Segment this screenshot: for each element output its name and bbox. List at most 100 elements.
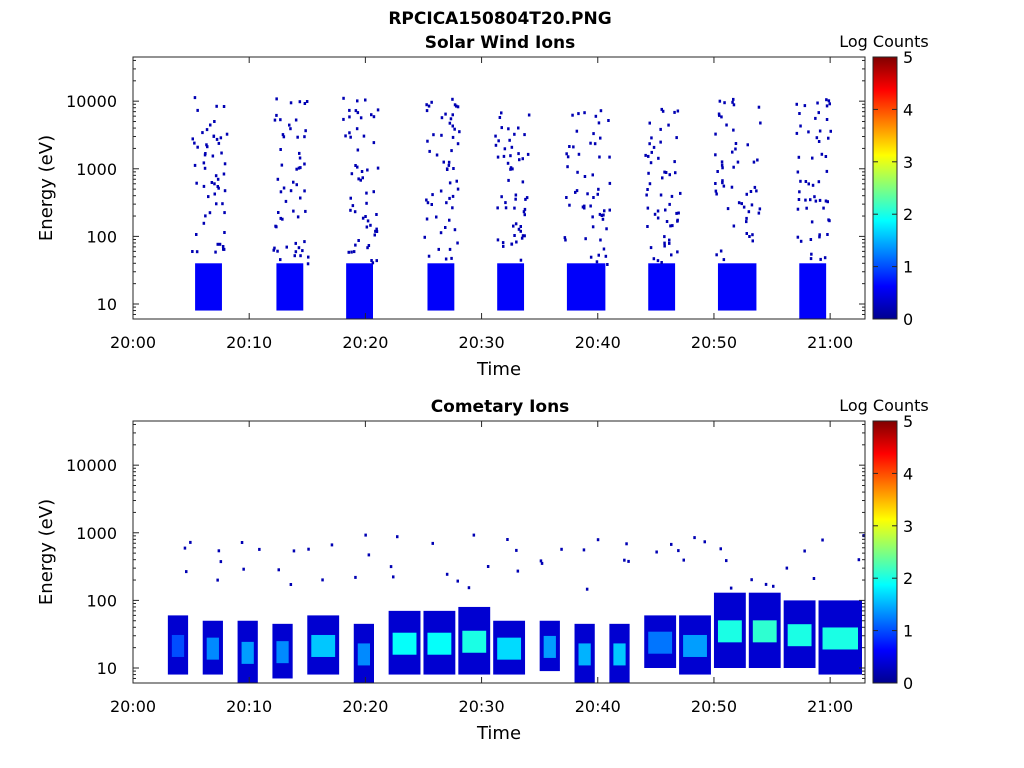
heatmap-cell [396,535,399,539]
heatmap-cell [646,188,649,191]
heatmap-cell [583,206,586,210]
heatmap-cell [682,558,685,562]
heatmap-cell [222,105,226,108]
heatmap-cell [207,195,210,199]
heatmap-cell [282,135,286,139]
heatmap-cell [748,235,751,238]
heatmap-cell [455,179,458,183]
heatmap-cell [240,541,244,544]
heatmap-cell [566,155,570,159]
heatmap-cell [216,177,220,181]
heatmap-cell [594,114,598,118]
heatmap-cell [596,538,600,542]
heatmap-cell [449,117,453,121]
heatmap-cell [648,182,652,186]
heatmap-cell [456,579,459,583]
heatmap-cell [661,109,665,113]
heatmap-cell [195,263,222,311]
x-tick-label: 20:40 [575,333,621,352]
heatmap-cell [717,263,757,311]
colorbar-tick-label: 1 [903,258,913,277]
heatmap-cell [715,192,718,196]
heatmap-cell [693,536,696,540]
heatmap-cell [365,191,368,195]
heatmap-cell [293,254,296,258]
heatmap-cell [365,225,369,229]
heatmap-cell [815,136,819,140]
x-tick-label: 20:00 [110,697,156,716]
heatmap-cell [521,157,524,161]
heatmap-cell [195,181,198,185]
heatmap-cell [193,96,197,100]
heatmap-cell [571,113,574,117]
heatmap-cell [665,220,669,223]
heatmap-cell [448,247,452,251]
heatmap-cell [597,187,600,191]
heatmap-cell [222,247,225,251]
heatmap-cell [439,189,443,193]
heatmap-cell [448,196,451,200]
heatmap-cell [282,186,286,190]
heatmap-cell [745,232,748,235]
heatmap-cell [753,185,757,189]
heatmap-cell [451,194,455,198]
heatmap-cell [458,130,461,134]
heatmap-cell [427,104,431,108]
heatmap-cell [816,101,819,105]
heatmap-cell [202,221,206,225]
heatmap-cell [221,245,225,248]
colorbar-ticks-solar-wind: 0 1 2 3 4 5 [873,48,913,329]
heatmap-cell [195,233,198,236]
heatmap-cell [522,210,526,214]
x-tick-label: 20:30 [459,697,505,716]
heatmap-cell [725,123,728,127]
heatmap-cell [524,197,527,201]
heatmap-cell [747,210,751,214]
heatmap-cell [606,263,609,266]
heatmap-cell [374,229,377,233]
heatmap-cell [242,567,245,571]
heatmap-cell [592,196,595,199]
heatmap-cell [586,192,589,196]
heatmap-cell [305,100,309,103]
heatmap-cell [296,135,299,139]
heatmap-cell [304,129,307,133]
heatmap-cell [503,147,507,151]
heatmap-cell [462,630,487,653]
heatmap-cell [425,103,428,107]
heatmap-cell [674,171,677,175]
heatmap-cell [575,129,579,133]
heatmap-cell [361,216,365,220]
heatmap-cell [517,227,521,231]
heatmap-cell [655,550,658,554]
heatmap-cell [809,238,813,241]
heatmap-cell [292,209,295,213]
heatmap-cell [514,193,518,197]
heatmap-cell [209,123,212,127]
heatmap-cell [565,196,568,199]
heatmap-cell [583,175,587,178]
heatmap-cell [348,131,351,135]
heatmap-cell [732,103,736,107]
heatmap-cell [299,166,302,170]
heatmap-cell [496,238,500,242]
heatmap-cell [675,136,678,140]
heatmap-cell [659,193,663,197]
heatmap-cell [732,97,735,101]
heatmap-cell [799,124,802,128]
heatmap-cell [430,100,433,104]
heatmap-cell [451,97,454,101]
heatmap-cell [357,239,360,242]
heatmap-cell [451,113,454,117]
heatmap-cells-solar-wind [191,96,832,319]
heatmap-cell [366,219,370,223]
x-tick-label: 20:50 [691,697,737,716]
heatmap-cell [195,250,199,254]
heatmap-cell [671,224,674,228]
x-axis-cometary: 20:00 20:10 20:20 20:30 20:40 20:50 21:00 [110,421,853,716]
heatmap-cell [213,120,216,123]
heatmap-cell [583,204,586,208]
heatmap-cell [516,569,520,573]
heatmap-cell [456,105,460,109]
colorbar-tick-label: 5 [903,412,913,431]
